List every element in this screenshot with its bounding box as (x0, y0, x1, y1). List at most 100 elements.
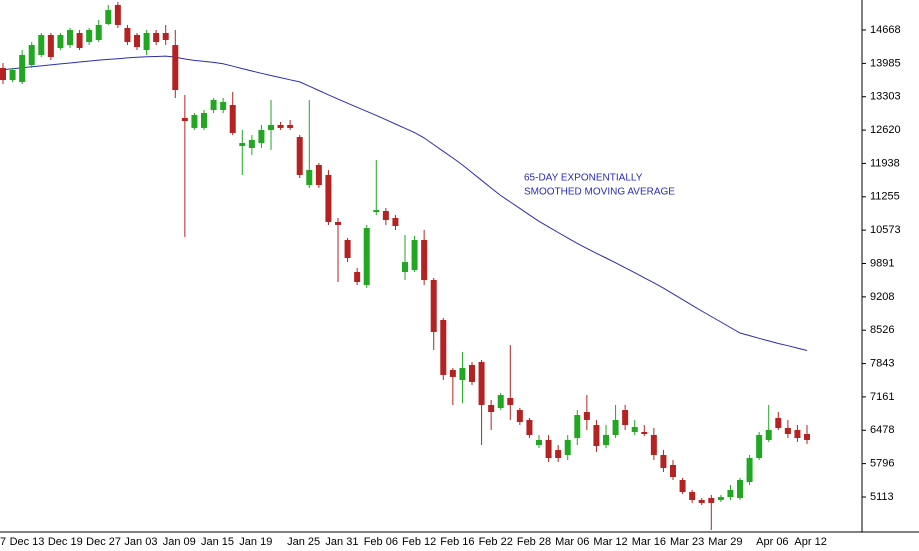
candle-body (153, 32, 160, 42)
moving-average-line (2, 55, 808, 351)
candle-body (114, 4, 121, 25)
candle-body (248, 139, 255, 148)
candle-body (363, 228, 370, 285)
candle-body (229, 104, 236, 133)
candle-body (86, 30, 93, 42)
y-tick-label: 13985 (870, 57, 901, 69)
candle-body (478, 362, 485, 405)
candle-body (430, 280, 437, 333)
y-tick-label: 5796 (870, 458, 894, 470)
y-tick-label: 13303 (870, 91, 901, 103)
candle-body (564, 439, 571, 455)
x-tick-label: Apr 12 (794, 536, 826, 548)
x-tick-label: Apr 06 (756, 536, 788, 548)
candle-body (593, 425, 600, 446)
candle-body (497, 395, 504, 409)
y-tick-label: 12620 (870, 124, 901, 136)
x-tick-label: Mar 16 (632, 536, 666, 548)
candle-body (268, 124, 274, 130)
x-tick-label: Jan 15 (201, 536, 234, 548)
candle-body (603, 434, 609, 446)
candle-body (47, 34, 54, 57)
candle-body (124, 28, 131, 42)
annotation: 65-DAY EXPONENTIALLY (524, 173, 643, 184)
candle-body (804, 434, 810, 440)
candle-body (507, 397, 514, 405)
candle-body (239, 143, 246, 146)
candle-body (57, 34, 64, 48)
candle-body (19, 54, 26, 83)
candle-body (28, 45, 35, 66)
candle-body (622, 410, 629, 426)
candle-body (765, 429, 772, 440)
x-tick-label: Feb 12 (402, 536, 436, 548)
candle-body (392, 217, 399, 226)
candle-body (421, 239, 428, 281)
candle-body (38, 34, 45, 55)
x-tick-label: Jan 19 (239, 536, 272, 548)
candle-body (545, 439, 552, 459)
candle-body (354, 271, 361, 283)
x-tick-label: Feb 28 (517, 536, 551, 548)
candle-body (325, 174, 332, 222)
candle-body (717, 497, 724, 500)
candle-body (737, 479, 743, 498)
candle-body (775, 417, 782, 428)
y-tick-label: 7843 (870, 357, 894, 369)
candle-body (650, 434, 657, 455)
candle-body (459, 367, 466, 380)
y-tick-label: 11938 (870, 157, 900, 169)
y-tick-label: 14668 (870, 24, 901, 36)
candle-body (679, 479, 686, 492)
candle-body (526, 419, 533, 435)
candle-body (402, 262, 408, 272)
candle-body (172, 45, 179, 90)
candle-body (76, 32, 83, 48)
candle-body (449, 369, 456, 377)
candle-body (536, 439, 542, 446)
candle-body (583, 412, 590, 420)
candle-body (344, 239, 351, 259)
candle-body (105, 10, 112, 24)
x-tick-label: Mar 23 (670, 536, 704, 548)
x-tick-label: Feb 06 (364, 536, 398, 548)
candle-body (335, 221, 341, 225)
x-tick-label: Mar 06 (555, 536, 589, 548)
candle-body (306, 169, 313, 185)
x-tick-label: Jan 25 (287, 536, 320, 548)
x-tick-label: Jan 09 (163, 536, 196, 548)
candle-body (698, 499, 705, 503)
y-tick-label: 9208 (870, 291, 894, 303)
candle-body (191, 115, 198, 128)
candle-body (143, 32, 150, 50)
x-tick-label: Dec 13 (10, 536, 45, 548)
candle-body (181, 117, 188, 122)
x-tick-label: Mar 29 (708, 536, 742, 548)
candle-body (660, 454, 667, 468)
candle-body (784, 427, 791, 435)
candle-body (708, 497, 715, 503)
candle-body (277, 124, 284, 128)
y-tick-label: 6478 (870, 424, 894, 436)
candle-body (612, 419, 619, 435)
candle-body (258, 129, 265, 144)
candle-body (746, 458, 753, 483)
candle-body (67, 30, 73, 46)
y-tick-label: 7161 (870, 391, 894, 403)
x-tick-label: Jan 03 (124, 536, 157, 548)
x-tick-label: Feb 16 (440, 536, 474, 548)
candle-body (440, 319, 447, 375)
x-tick-label: Dec 19 (48, 536, 83, 548)
y-tick-label: 8526 (870, 324, 894, 336)
candle-body (287, 124, 294, 128)
candle-body (315, 165, 322, 185)
y-tick-label: 10573 (870, 224, 901, 236)
candle-body (210, 99, 217, 111)
candle-body (411, 239, 418, 270)
candle-body (134, 34, 140, 48)
candle-body (631, 426, 638, 433)
candle-body (794, 429, 801, 439)
